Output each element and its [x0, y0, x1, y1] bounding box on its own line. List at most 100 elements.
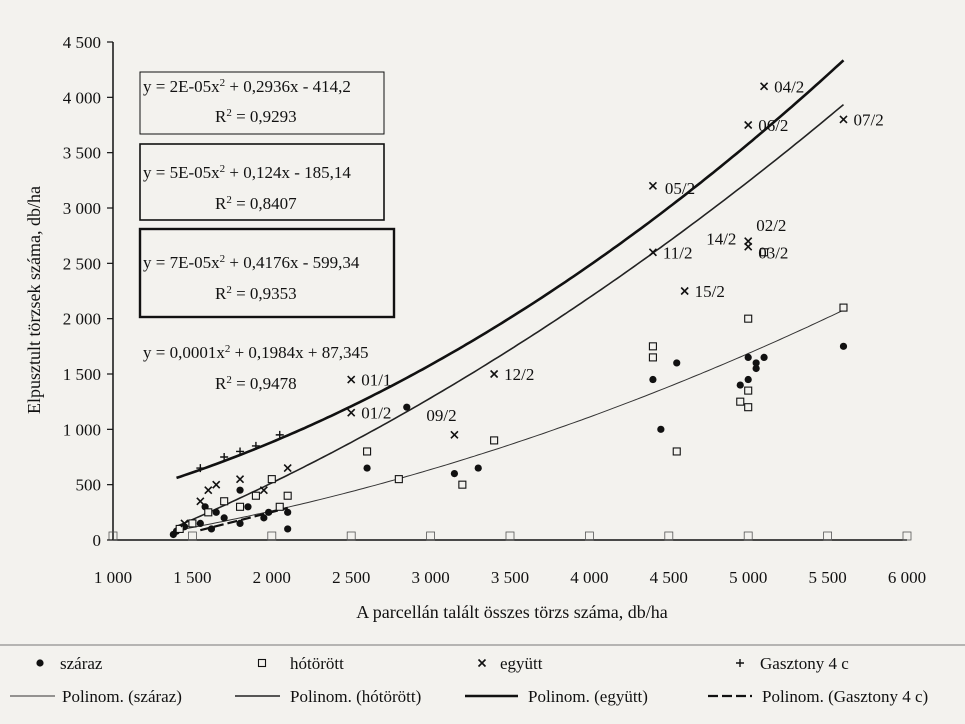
legend-label: Polinom. (Gasztony 4 c) [762, 687, 928, 706]
data-points: 01/1 01/2 09/2 12/2 05/2 11/2 15/2 06/2 02/2 14/2… [169, 77, 884, 539]
y-axis-title: Elpusztult törzsek száma, db/ha [24, 186, 44, 414]
point-label: 03/2 [758, 244, 788, 263]
equation-box [139, 71, 385, 135]
legend-label: száraz [60, 654, 103, 673]
point-x [347, 375, 356, 384]
point-square [175, 524, 184, 533]
trend-equation: y = 0,0001x2 + 0,1984x + 87,345 [143, 343, 369, 362]
point-plus [220, 453, 229, 461]
x-axis-title: A parcellán talált összes törzs száma, d… [356, 602, 667, 622]
point-dot [839, 342, 848, 350]
x-tick-mark [585, 531, 594, 541]
point-plus [251, 441, 260, 450]
x-tick-label: 5 000 [729, 568, 767, 587]
point-x [744, 120, 753, 130]
legend-label: Polinom. (száraz) [62, 687, 182, 706]
point-square [188, 519, 197, 528]
point-dot [265, 508, 273, 516]
point-square [648, 353, 657, 362]
point-dot [752, 359, 760, 367]
x-tick-label: 6 000 [888, 568, 926, 587]
point-dot [244, 503, 252, 511]
point-dot [284, 508, 292, 516]
legend-label: Polinom. (hótörött) [290, 687, 421, 706]
point-square [363, 447, 372, 456]
y-tick-label: 3 500 [63, 144, 101, 163]
legend-marker [477, 658, 487, 668]
point-x [680, 286, 689, 296]
x-tick-label: 1 000 [94, 568, 132, 587]
r-squared: R2 = 0,9478 [215, 374, 297, 393]
point-dot [260, 514, 268, 522]
point-x [347, 408, 356, 417]
y-tick-label: 2 000 [63, 310, 101, 329]
point-dot [403, 403, 411, 411]
trend-equation: y = 5E-05x2 + 0,124x - 185,14 [143, 163, 351, 182]
point-dot [760, 353, 768, 361]
x-tick-mark [505, 531, 515, 541]
point-x [204, 486, 213, 495]
point-dot [284, 525, 292, 533]
point-square [394, 475, 403, 484]
point-x [283, 464, 292, 473]
y-tick-label: 1 500 [63, 365, 101, 384]
point-label: 06/2 [758, 116, 788, 135]
y-tick-label: 4 500 [63, 33, 101, 52]
r-squared: R2 = 0,8407 [215, 194, 297, 213]
y-tick-label: 0 [93, 531, 102, 550]
trendline [176, 103, 845, 528]
point-dot [236, 486, 244, 494]
point-dot [649, 375, 657, 384]
point-x [839, 115, 848, 124]
y-tick-label: 2 500 [63, 254, 101, 273]
trendline [176, 59, 845, 480]
point-square [744, 403, 753, 412]
point-square [672, 447, 681, 456]
point-x [744, 242, 753, 251]
legend-marker [36, 659, 44, 667]
point-dot [744, 353, 752, 361]
point-x [648, 248, 657, 257]
equation-boxes: y = 2E-05x2 + 0,2936x - 414,2 R2 = 0,9293… [138, 71, 396, 393]
point-square [744, 386, 753, 395]
point-label: 02/2 [756, 216, 786, 235]
r-squared: R2 = 0,9293 [215, 107, 297, 126]
point-plus [275, 430, 284, 439]
point-square [490, 436, 499, 445]
x-tick-label: 1 500 [173, 568, 211, 587]
x-tick-mark [664, 531, 674, 541]
x-tick-mark [743, 531, 753, 541]
point-label: 01/1 [361, 371, 391, 390]
x-tick-label: 3 500 [491, 568, 529, 587]
point-dot [736, 381, 744, 389]
point-x [450, 430, 459, 439]
point-dot [673, 359, 681, 367]
point-label: 04/2 [774, 77, 804, 96]
point-dot [207, 525, 216, 533]
point-square [251, 491, 260, 500]
point-label: 12/2 [504, 365, 534, 384]
point-square [220, 497, 229, 506]
legend-label: Gasztony 4 c [760, 654, 849, 673]
point-label: 15/2 [695, 282, 725, 301]
point-x [235, 475, 245, 484]
point-dot [752, 364, 760, 373]
point-square [458, 480, 467, 489]
x-tick-label: 4 500 [650, 568, 688, 587]
point-dot [363, 464, 371, 472]
point-dot [450, 470, 459, 478]
point-square [267, 475, 276, 484]
point-x [196, 497, 205, 506]
point-label: 05/2 [665, 179, 695, 198]
point-dot [212, 508, 220, 516]
x-tick-label: 5 500 [808, 568, 846, 587]
point-square [736, 397, 745, 406]
point-square [235, 502, 245, 511]
trendlines [176, 59, 845, 532]
point-x [760, 82, 769, 91]
x-tick-label: 3 000 [411, 568, 449, 587]
point-x [212, 480, 221, 489]
x-tick-label: 4 000 [570, 568, 608, 587]
point-square [744, 314, 753, 323]
